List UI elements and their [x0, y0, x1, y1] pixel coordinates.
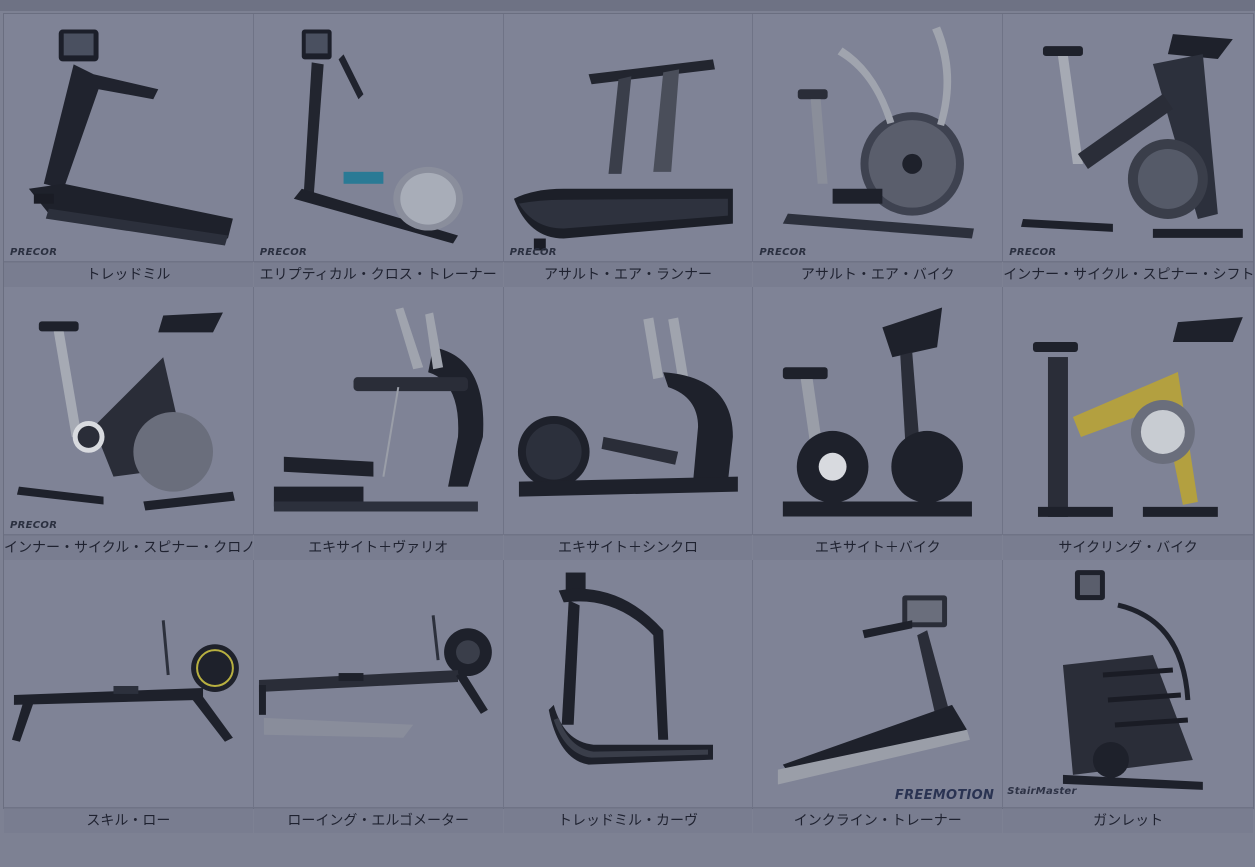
upright-bike-icon: [753, 287, 1002, 535]
incline-trainer-icon: [753, 560, 1002, 808]
product-label[interactable]: スキル・ロー: [4, 808, 253, 833]
spin-bike-icon: [4, 287, 253, 535]
product-card[interactable]: PRECOR インナー・サイクル・スピナー・シフト: [1003, 14, 1253, 287]
page-footer-area: [0, 834, 1255, 867]
product-card[interactable]: エキサイト＋バイク: [753, 287, 1004, 560]
product-label[interactable]: アサルト・エア・ランナー: [503, 262, 753, 287]
product-card[interactable]: スキル・ロー: [4, 560, 254, 833]
product-label[interactable]: ローイング・エルゴメーター: [253, 808, 503, 833]
brand-logo: PRECOR: [509, 247, 557, 258]
product-card[interactable]: サイクリング・バイク: [1003, 287, 1253, 560]
curved-treadmill-tall-icon: [504, 560, 753, 808]
product-label[interactable]: ガンレット: [1003, 808, 1253, 833]
brand-logo: FREEMOTION: [894, 788, 995, 803]
product-label[interactable]: アサルト・エア・バイク: [753, 262, 1003, 287]
brand-logo: PRECOR: [10, 247, 58, 258]
product-card[interactable]: PRECOR トレッドミル: [4, 14, 254, 287]
brand-logo: StairMaster: [1007, 786, 1077, 797]
brand-logo: PRECOR: [759, 247, 807, 258]
curved-treadmill-icon: [504, 14, 753, 262]
product-label[interactable]: トレッドミル: [4, 262, 253, 287]
product-card[interactable]: エキサイト＋ヴァリオ: [253, 287, 504, 560]
rowing-erg-icon: [254, 560, 503, 808]
elliptical-icon: [254, 14, 503, 262]
product-label[interactable]: サイクリング・バイク: [1003, 535, 1253, 560]
product-card[interactable]: PRECOR インナー・サイクル・スピナー・クロノ: [4, 287, 254, 560]
product-card[interactable]: FREEMOTION インクライン・トレーナー: [753, 560, 1004, 833]
product-card[interactable]: StairMaster ガンレット: [1003, 560, 1253, 833]
elliptical-synchro-icon: [504, 287, 753, 535]
product-card[interactable]: ローイング・エルゴメーター: [253, 560, 504, 833]
product-label[interactable]: エキサイト＋バイク: [753, 535, 1003, 560]
product-label[interactable]: トレッドミル・カーヴ: [503, 808, 753, 833]
stair-climber-icon: [1003, 560, 1253, 808]
product-label[interactable]: エリプティカル・クロス・トレーナー: [253, 262, 503, 287]
product-card[interactable]: PRECOR アサルト・エア・ランナー: [503, 14, 754, 287]
brand-logo: PRECOR: [259, 247, 307, 258]
cycling-bike-icon: [1003, 287, 1253, 535]
product-card[interactable]: PRECOR エリプティカル・クロス・トレーナー: [253, 14, 504, 287]
product-grid: PRECOR トレッドミル PRECOR エリプティカル・クロス・トレーナー: [3, 13, 1254, 833]
treadmill-icon: [4, 14, 253, 262]
product-card[interactable]: トレッドミル・カーヴ: [503, 560, 754, 833]
product-label[interactable]: インナー・サイクル・スピナー・シフト: [1003, 262, 1253, 287]
brand-logo: PRECOR: [1009, 247, 1057, 258]
spin-bike-icon: [1003, 14, 1253, 262]
product-label[interactable]: エキサイト＋シンクロ: [503, 535, 753, 560]
top-bar: [0, 0, 1255, 11]
product-card[interactable]: エキサイト＋シンクロ: [503, 287, 754, 560]
vario-icon: [254, 287, 503, 535]
brand-logo: PRECOR: [10, 520, 58, 531]
product-label[interactable]: エキサイト＋ヴァリオ: [253, 535, 503, 560]
product-label[interactable]: インナー・サイクル・スピナー・クロノ: [4, 535, 253, 560]
product-card[interactable]: PRECOR アサルト・エア・バイク: [753, 14, 1004, 287]
air-bike-icon: [753, 14, 1002, 262]
rower-icon: [4, 560, 253, 808]
product-label[interactable]: インクライン・トレーナー: [753, 808, 1003, 833]
